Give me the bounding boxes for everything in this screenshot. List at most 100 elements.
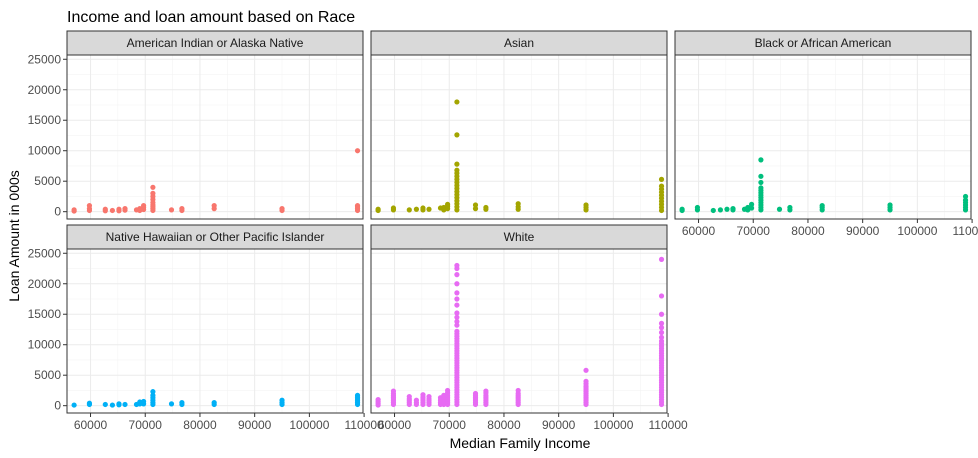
data-point — [658, 256, 665, 262]
y-tick-label: 0 — [54, 399, 61, 413]
x-tick-label: 100000 — [289, 418, 329, 432]
data-point — [454, 99, 460, 105]
data-point — [140, 398, 147, 405]
data-point — [116, 206, 122, 212]
x-tick-label: 110000 — [953, 224, 978, 238]
data-point — [758, 173, 764, 179]
data-point — [454, 310, 460, 316]
data-point — [122, 401, 128, 408]
data-point — [658, 338, 665, 344]
data-point — [454, 132, 460, 138]
data-point — [86, 202, 93, 209]
data-point — [150, 392, 156, 398]
x-tick-label: 90000 — [846, 224, 880, 238]
data-point — [454, 328, 460, 334]
data-point — [454, 161, 460, 167]
y-tick-label: 5000 — [34, 174, 61, 188]
panel-border — [370, 248, 668, 414]
facet-panel: Asian — [370, 30, 668, 220]
y-tick-label: 15000 — [28, 307, 62, 321]
facet-panel: Black or African American 60000 70000 80000… — [674, 30, 978, 238]
facet-strip — [66, 224, 364, 250]
data-point — [140, 202, 147, 209]
data-point — [71, 402, 77, 408]
data-point — [758, 179, 764, 186]
y-tick-label: 20000 — [28, 277, 62, 291]
y-tick-label: 15000 — [28, 113, 62, 127]
facet-panel: Native Hawaiian or Other Pacific Islande… — [28, 224, 384, 432]
data-point — [413, 206, 420, 212]
x-axis-title: Median Family Income — [450, 435, 591, 451]
data-point — [583, 367, 589, 373]
x-tick-label: 60000 — [74, 418, 108, 432]
data-point — [748, 205, 755, 211]
data-point — [211, 202, 217, 209]
data-point — [730, 206, 736, 212]
data-point — [426, 393, 432, 400]
data-point — [354, 202, 361, 209]
facet-panels: American Indian or Alaska Native 0 5000 100… — [28, 30, 978, 432]
y-tick-label: 25000 — [28, 52, 62, 66]
x-tick-label: 110000 — [345, 418, 384, 432]
data-point — [454, 262, 460, 269]
data-point — [454, 318, 460, 325]
data-point — [758, 157, 764, 163]
facet-strip-label: Asian — [504, 36, 534, 50]
data-point — [179, 400, 185, 406]
data-point — [354, 148, 361, 154]
chart-title: Income and loan amount based on Race — [67, 9, 355, 26]
x-tick-label: 100000 — [897, 224, 937, 238]
x-tick-label: 90000 — [238, 418, 272, 432]
facet-strip-label: White — [504, 230, 535, 244]
facet-strip-label: Black or African American — [755, 36, 892, 50]
data-point — [472, 206, 479, 212]
data-point — [279, 206, 285, 212]
data-point — [717, 207, 724, 213]
data-point — [150, 389, 156, 395]
facet-panel: White 60000 70000 80000 90000 100000 110000 — [370, 224, 688, 432]
data-point — [658, 176, 665, 182]
data-point — [658, 293, 665, 299]
data-point — [658, 325, 665, 331]
y-tick-label: 20000 — [28, 83, 62, 97]
data-point — [116, 401, 122, 407]
x-tick-label: 70000 — [737, 224, 771, 238]
y-tick-label: 0 — [54, 205, 61, 219]
data-point — [819, 202, 825, 209]
data-point — [390, 388, 397, 394]
data-point — [211, 400, 217, 406]
facet-strip — [66, 30, 364, 56]
data-point — [454, 281, 460, 287]
data-point — [420, 392, 426, 398]
x-tick-label: 60000 — [378, 418, 412, 432]
data-point — [406, 393, 412, 400]
panel-border — [370, 54, 668, 220]
data-point — [472, 390, 479, 397]
data-point — [454, 167, 460, 173]
data-point — [483, 388, 489, 394]
y-axis-title: Loan Amount in 000s — [6, 170, 22, 302]
data-point — [454, 322, 460, 328]
y-tick-label: 25000 — [28, 246, 62, 260]
data-point — [454, 314, 460, 320]
data-point — [776, 206, 783, 212]
data-point — [420, 205, 426, 211]
data-point — [109, 402, 116, 408]
data-point — [454, 272, 460, 278]
facet-panel: American Indian or Alaska Native 0 5000 100… — [28, 30, 364, 220]
panel-border — [674, 54, 972, 220]
data-point — [109, 207, 116, 214]
y-tick-label: 5000 — [34, 368, 61, 382]
data-point — [658, 334, 665, 341]
data-point — [71, 207, 77, 213]
data-point — [658, 183, 665, 189]
facet-strip — [674, 30, 972, 56]
data-point — [102, 401, 108, 408]
x-tick-label: 60000 — [682, 224, 716, 238]
x-tick-label: 80000 — [791, 224, 825, 238]
panel-border — [66, 54, 364, 220]
data-point — [483, 204, 489, 211]
data-point — [515, 387, 521, 394]
data-point — [390, 205, 397, 211]
